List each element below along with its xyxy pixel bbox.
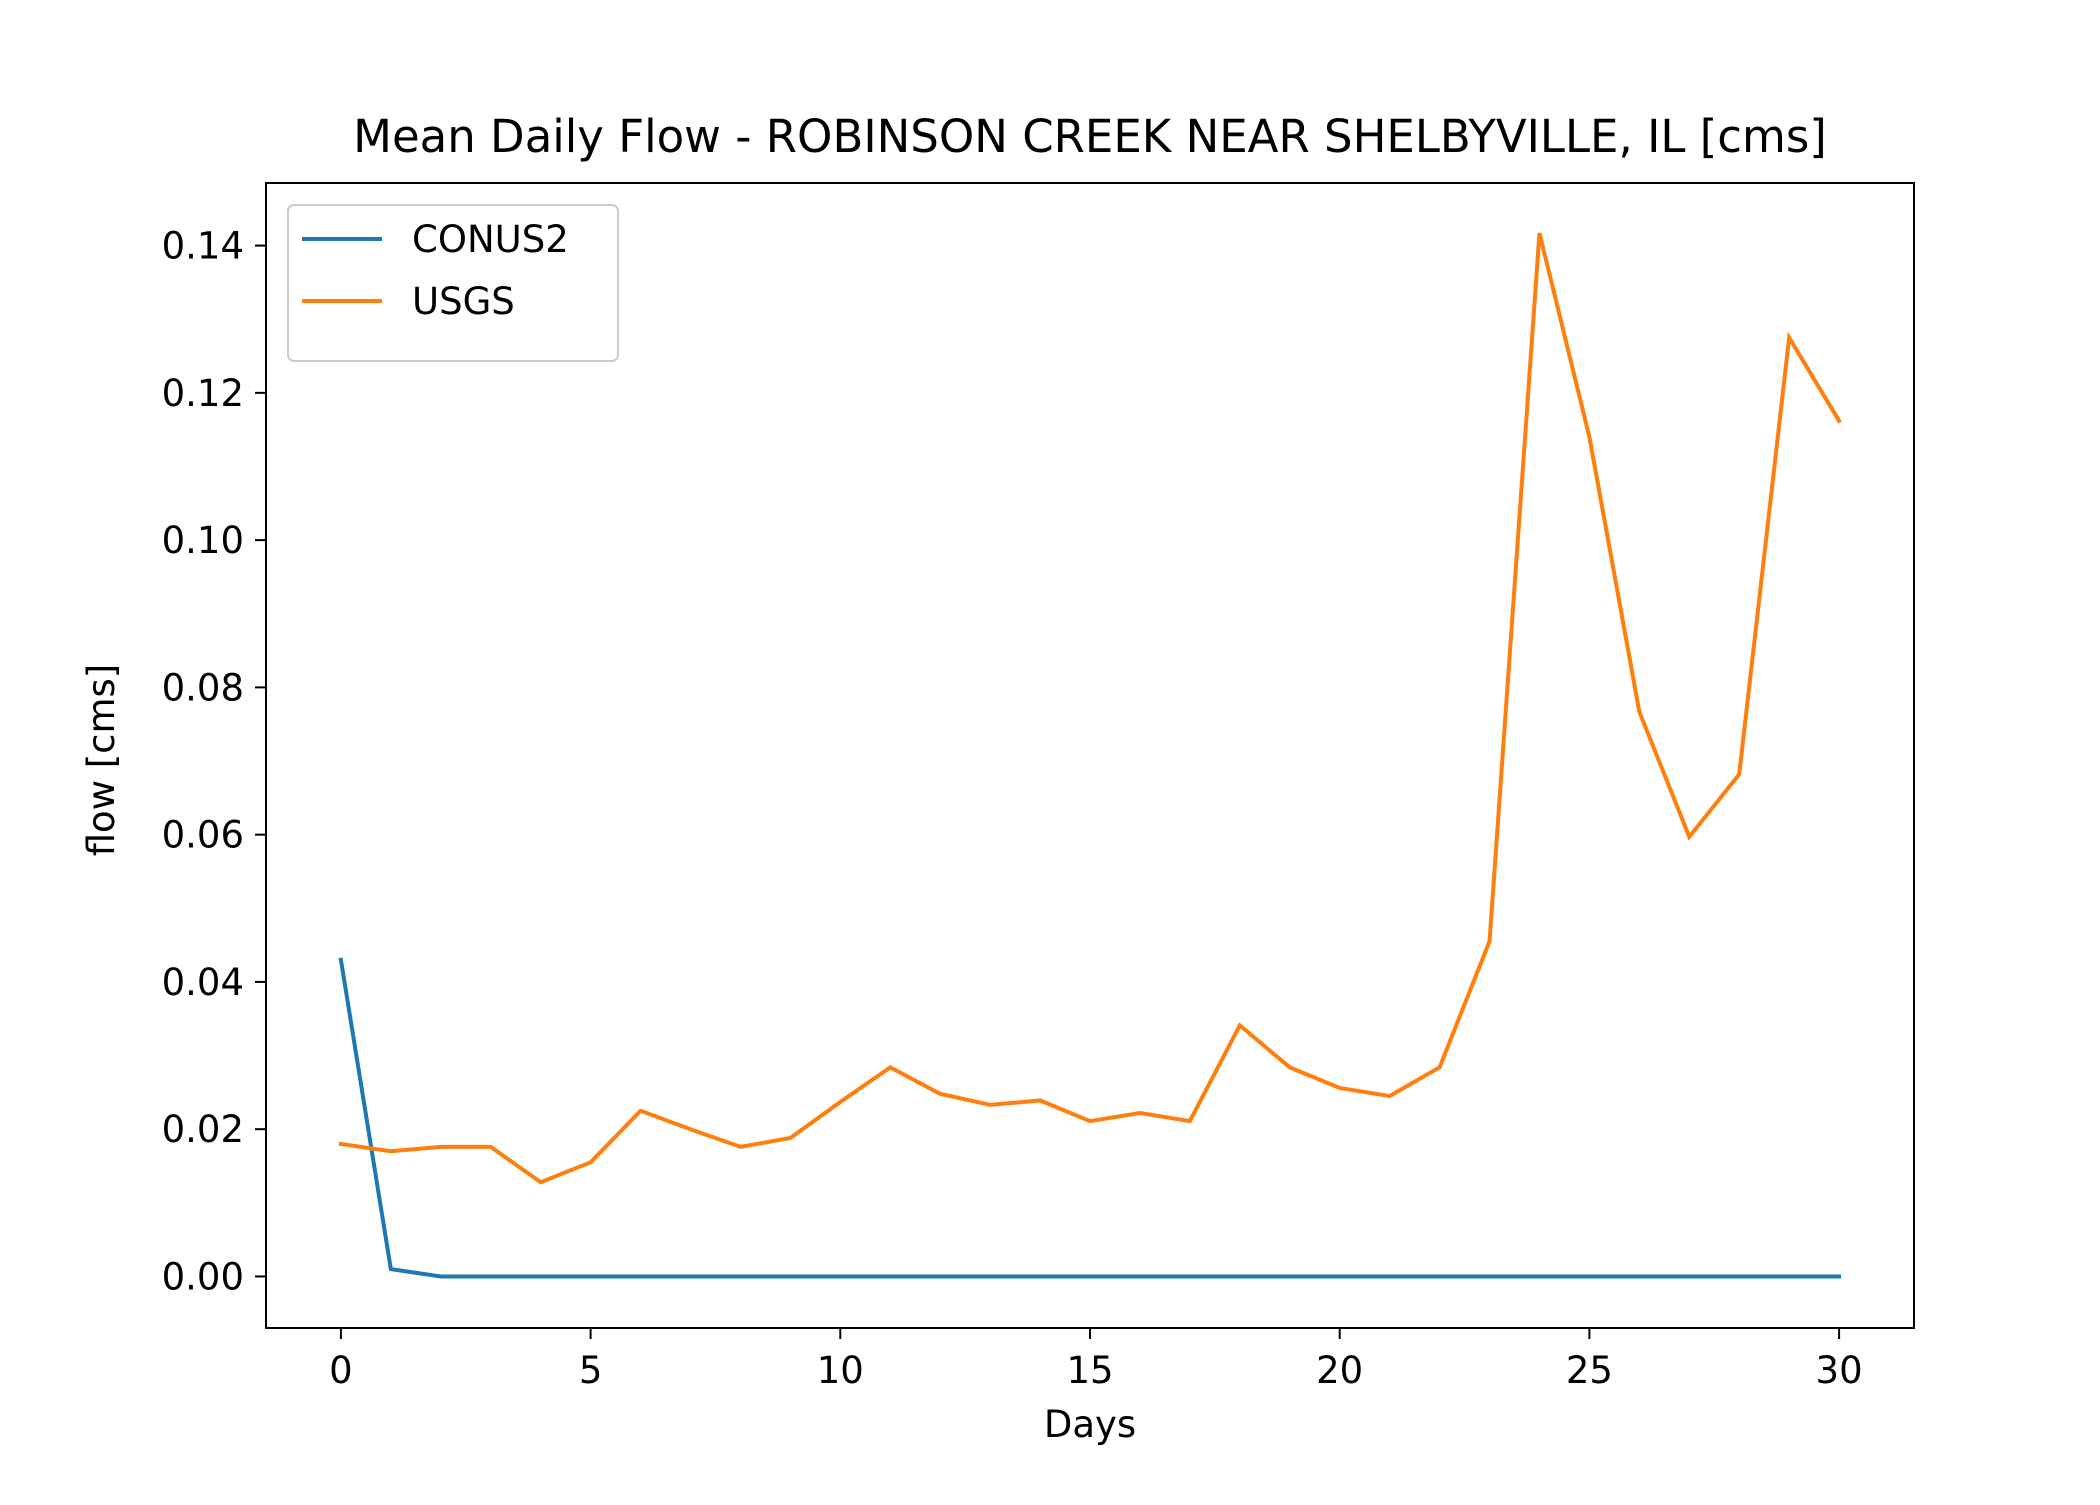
x-tick-label: 25	[1566, 1349, 1613, 1392]
y-axis-label: flow [cms]	[80, 664, 123, 857]
y-tick-label: 0.14	[162, 225, 244, 268]
y-axis: 0.00 0.02 0.04 0.06 0.08 0.10 0.12 0.14	[162, 225, 266, 1298]
y-tick-label: 0.06	[162, 814, 244, 857]
legend-box	[287, 204, 619, 362]
series-line-conus2	[338, 957, 1842, 1279]
x-tick-label: 15	[1066, 1349, 1113, 1392]
y-tick-label: 0.08	[162, 666, 244, 709]
y-tick-label: 0.04	[162, 961, 244, 1004]
x-tick-label: 5	[579, 1349, 603, 1392]
series-line-usgs	[338, 232, 1842, 1185]
x-tick-label: 20	[1316, 1349, 1363, 1392]
legend-label-conus2: CONUS2	[412, 218, 569, 261]
y-tick-label: 0.10	[162, 519, 244, 562]
x-axis: 0 5 10 15 20 25 30	[329, 1328, 1863, 1392]
y-tick-label: 0.00	[162, 1255, 244, 1298]
x-axis-label: Days	[1044, 1403, 1136, 1446]
legend: CONUS2 USGS	[287, 204, 619, 362]
legend-label-usgs: USGS	[412, 280, 515, 323]
y-tick-label: 0.02	[162, 1108, 244, 1151]
chart-title: Mean Daily Flow - ROBINSON CREEK NEAR SH…	[353, 110, 1827, 163]
y-tick-label: 0.12	[162, 372, 244, 415]
x-tick-label: 10	[817, 1349, 864, 1392]
x-tick-label: 0	[329, 1349, 353, 1392]
x-tick-label: 30	[1816, 1349, 1863, 1392]
